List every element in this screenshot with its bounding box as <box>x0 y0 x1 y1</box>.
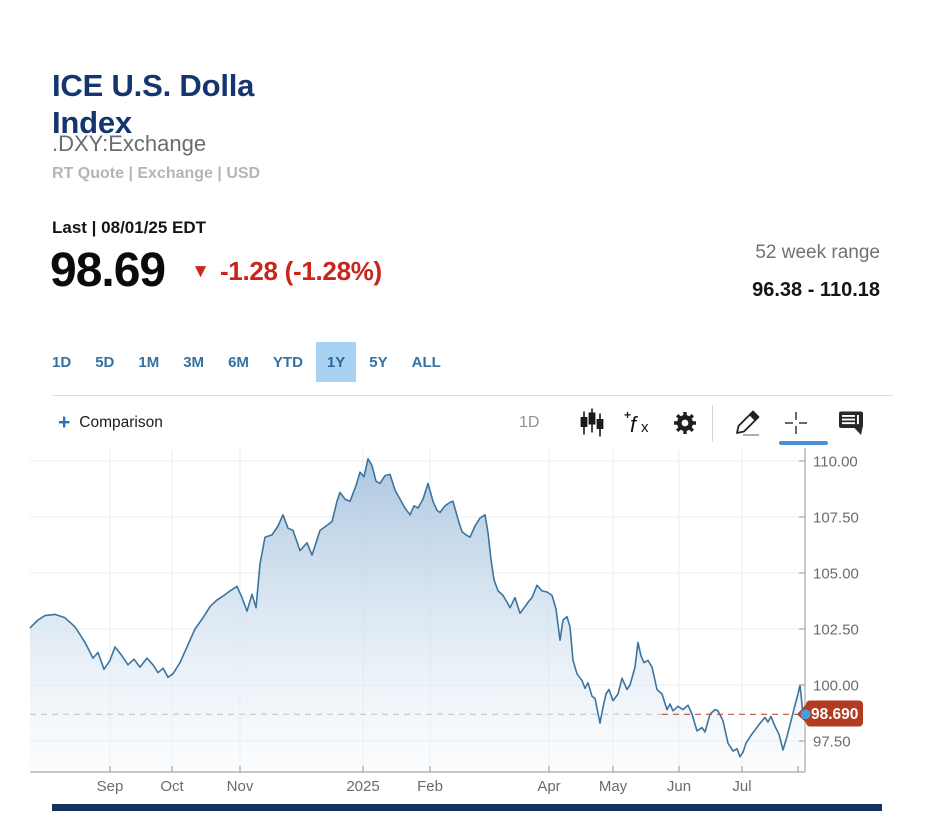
pencil-icon <box>736 410 760 436</box>
tab-6m[interactable]: 6M <box>217 342 260 382</box>
page-title-line2: Index <box>52 104 132 140</box>
plus-icon: + <box>58 411 71 434</box>
x-tick-label: Sep <box>97 778 124 795</box>
x-tick-label: Nov <box>227 778 254 795</box>
page-title-line1: ICE U.S. Dolla <box>52 67 255 103</box>
tab-3m[interactable]: 3M <box>172 342 215 382</box>
price-change: -1.28 (-1.28%) <box>219 255 382 286</box>
price-row: 98.69 ▼ -1.28 (-1.28%) <box>50 244 382 298</box>
tab-1m[interactable]: 1M <box>127 342 170 382</box>
price-line <box>29 458 804 758</box>
draw-tool-button[interactable] <box>732 406 762 440</box>
gear-icon <box>674 412 696 434</box>
quote-meta: RT Quote | Exchange | USD <box>52 165 261 182</box>
comment-icon <box>838 411 863 435</box>
y-tick-label: 100.00 <box>813 677 859 694</box>
crosshair-tool-button[interactable] <box>781 406 811 440</box>
x-tick-label: May <box>599 778 628 795</box>
tab-ytd[interactable]: YTD <box>262 342 314 382</box>
tab-all[interactable]: ALL <box>401 342 452 382</box>
last-price-marker: 98.690 <box>797 700 863 727</box>
time-range-tabs: 1D 5D 1M 3M 6M YTD 1Y 5Y ALL <box>40 342 453 382</box>
last-price-marker-label: 98.690 <box>811 706 858 723</box>
y-tick-label: 105.00 <box>813 565 859 582</box>
function-fx-icon: + f x <box>624 408 649 437</box>
chart-settings-button[interactable] <box>670 406 700 440</box>
function-fx-button[interactable]: + f x <box>621 406 655 440</box>
active-tool-indicator <box>779 441 828 445</box>
range-label: 52 week range <box>755 242 880 263</box>
candlestick-chart-button[interactable] <box>577 406 607 440</box>
add-comparison-button[interactable]: + Comparison <box>58 412 163 434</box>
price-chart-svg[interactable]: 110.00 107.50 105.00 102.50 100.00 97.50 Sep Oc… <box>0 446 948 814</box>
x-tick-label: Apr <box>537 778 560 795</box>
annotation-comment-button[interactable] <box>836 406 866 440</box>
last-price-dot <box>800 709 811 720</box>
interval-selector[interactable]: 1D <box>519 414 540 431</box>
svg-text:x: x <box>641 419 649 436</box>
svg-text:+: + <box>624 408 631 422</box>
y-tick-label: 97.50 <box>813 733 851 750</box>
x-tick-label: Feb <box>417 778 443 795</box>
range-value: 96.38 - 110.18 <box>752 279 880 301</box>
chart-scrollbar[interactable] <box>52 804 882 811</box>
price-area-fill <box>30 458 803 772</box>
toolbar-divider <box>712 405 713 442</box>
ticker-symbol: .DXY:Exchange <box>52 131 207 156</box>
last-timestamp: Last | 08/01/25 EDT <box>52 218 207 237</box>
comparison-label: Comparison <box>79 414 163 431</box>
x-tick-label: Oct <box>160 778 184 795</box>
tab-5y[interactable]: 5Y <box>358 342 398 382</box>
svg-text:f: f <box>630 412 639 437</box>
last-price: 98.69 <box>50 244 166 297</box>
x-tick-label: Jul <box>732 778 751 795</box>
candlestick-icon <box>580 408 604 437</box>
crosshair-icon <box>785 412 807 434</box>
tab-5d[interactable]: 5D <box>84 342 125 382</box>
tab-1d[interactable]: 1D <box>41 342 82 382</box>
x-tick-label: 2025 <box>346 778 379 795</box>
y-tick-label: 110.00 <box>813 453 858 470</box>
y-tick-label: 102.50 <box>813 621 859 638</box>
page-title: ICE U.S. Dolla Index <box>52 67 254 141</box>
y-tick-label: 107.50 <box>813 509 859 526</box>
x-tick-label: Jun <box>667 778 691 795</box>
fifty-two-week-range: 52 week range 96.38 - 110.18 <box>752 242 880 302</box>
tabs-divider <box>52 395 893 396</box>
tab-1y[interactable]: 1Y <box>315 342 357 382</box>
down-arrow-icon: ▼ <box>191 261 210 282</box>
